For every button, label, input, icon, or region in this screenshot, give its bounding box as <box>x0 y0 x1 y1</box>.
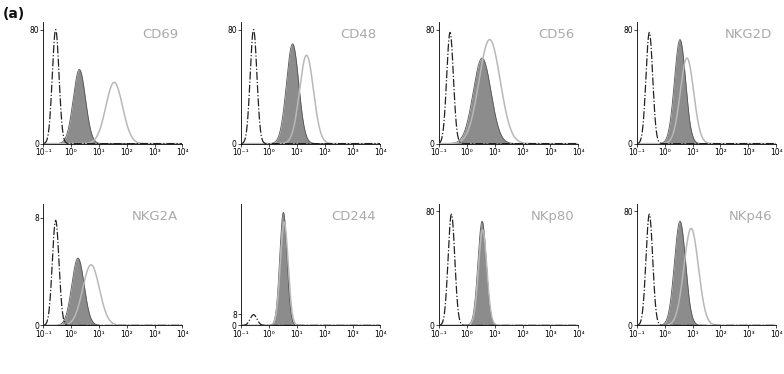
Text: (a): (a) <box>2 7 24 21</box>
Text: CD69: CD69 <box>142 28 178 42</box>
Text: NKG2D: NKG2D <box>724 28 772 42</box>
Text: NKp46: NKp46 <box>728 210 772 223</box>
Text: CD56: CD56 <box>538 28 574 42</box>
Text: NKG2A: NKG2A <box>132 210 178 223</box>
Text: NKp80: NKp80 <box>531 210 574 223</box>
Text: CD244: CD244 <box>332 210 376 223</box>
Text: CD48: CD48 <box>340 28 376 42</box>
